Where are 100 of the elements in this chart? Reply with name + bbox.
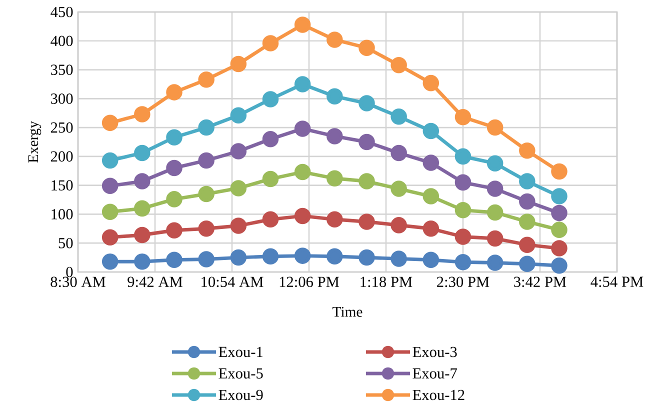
point (134, 226, 150, 244)
point (230, 107, 247, 124)
point (198, 71, 214, 88)
point (454, 202, 472, 218)
y-tick-label: 50 (58, 238, 73, 248)
point (454, 254, 472, 270)
point (102, 229, 118, 246)
point (230, 180, 247, 196)
point (230, 143, 247, 160)
legend-label: Exou-5 (218, 368, 263, 379)
point (519, 236, 536, 253)
point (294, 164, 311, 180)
point (102, 204, 118, 220)
point (358, 214, 375, 230)
y-tick-label: 150 (52, 180, 73, 190)
point (486, 254, 504, 271)
point (230, 218, 247, 234)
point (198, 220, 214, 237)
point (390, 57, 407, 74)
y-tick-label: 400 (50, 36, 73, 46)
point (422, 188, 440, 204)
legend-label: Exou-12 (412, 390, 464, 400)
y-tick-label: 350 (51, 64, 73, 75)
y-tick-label: 100 (52, 209, 73, 220)
point (551, 204, 568, 222)
y-tick-label: 300 (51, 94, 73, 104)
legend-label: Exou-1 (218, 346, 262, 358)
point (134, 106, 150, 122)
x-tick-label: 9:42 AM (128, 276, 182, 288)
point (326, 32, 343, 48)
point (390, 217, 407, 234)
point (551, 258, 568, 274)
point (551, 222, 568, 238)
point (454, 228, 472, 245)
point (422, 220, 440, 237)
point (519, 256, 536, 272)
point (358, 249, 375, 266)
point (102, 253, 118, 270)
point (262, 91, 279, 108)
point (134, 253, 150, 270)
point (134, 200, 150, 217)
point (262, 211, 279, 228)
point (390, 144, 407, 162)
point (166, 252, 182, 268)
point (134, 144, 150, 162)
x-tick-label: 1:18 PM (360, 276, 412, 288)
point (166, 222, 182, 239)
point (486, 155, 504, 172)
x-tick-label: 12:06 PM (280, 276, 339, 288)
y-tick-label: 250 (50, 122, 73, 133)
point (519, 142, 536, 159)
point (294, 16, 311, 33)
point (551, 188, 568, 204)
x-axis-title: Time (332, 306, 362, 317)
y-tick-label: 200 (50, 151, 73, 162)
point (454, 148, 472, 165)
point (230, 56, 247, 72)
point (262, 35, 279, 52)
point (486, 180, 504, 197)
legend-label: Exou-3 (412, 346, 457, 358)
point (422, 122, 440, 140)
point (166, 160, 182, 176)
point (166, 191, 182, 208)
legend-label: Exou-7 (412, 368, 457, 379)
y-axis-title: Exergy (28, 121, 42, 163)
point (262, 248, 279, 265)
x-tick-label: 2:30 PM (437, 276, 490, 288)
point (198, 152, 214, 169)
point (486, 204, 504, 221)
point (390, 108, 407, 125)
point (102, 152, 118, 169)
x-tick-label: 4:54 PM (590, 276, 644, 287)
point (358, 40, 375, 56)
point (454, 174, 472, 191)
y-tick-label: 0 (66, 266, 73, 278)
point (326, 248, 343, 265)
y-tick-label: 450 (50, 6, 73, 18)
x-tick-label: 3:42 PM (514, 276, 566, 288)
point (294, 120, 311, 137)
x-tick-label: 8:30 AM (50, 276, 106, 288)
point (486, 230, 504, 247)
point (262, 170, 279, 188)
point (422, 74, 440, 92)
point (454, 109, 472, 126)
point (166, 84, 182, 100)
point (326, 170, 343, 187)
point (198, 119, 214, 136)
point (519, 193, 536, 210)
point (486, 119, 504, 136)
point (422, 154, 440, 171)
point (390, 250, 407, 267)
legend-label: Exou-9 (218, 390, 263, 400)
point (326, 128, 343, 144)
point (134, 173, 150, 190)
point (551, 240, 568, 256)
point (358, 173, 375, 190)
point (390, 180, 407, 197)
point (294, 208, 311, 224)
point (230, 249, 247, 266)
point (102, 114, 118, 132)
